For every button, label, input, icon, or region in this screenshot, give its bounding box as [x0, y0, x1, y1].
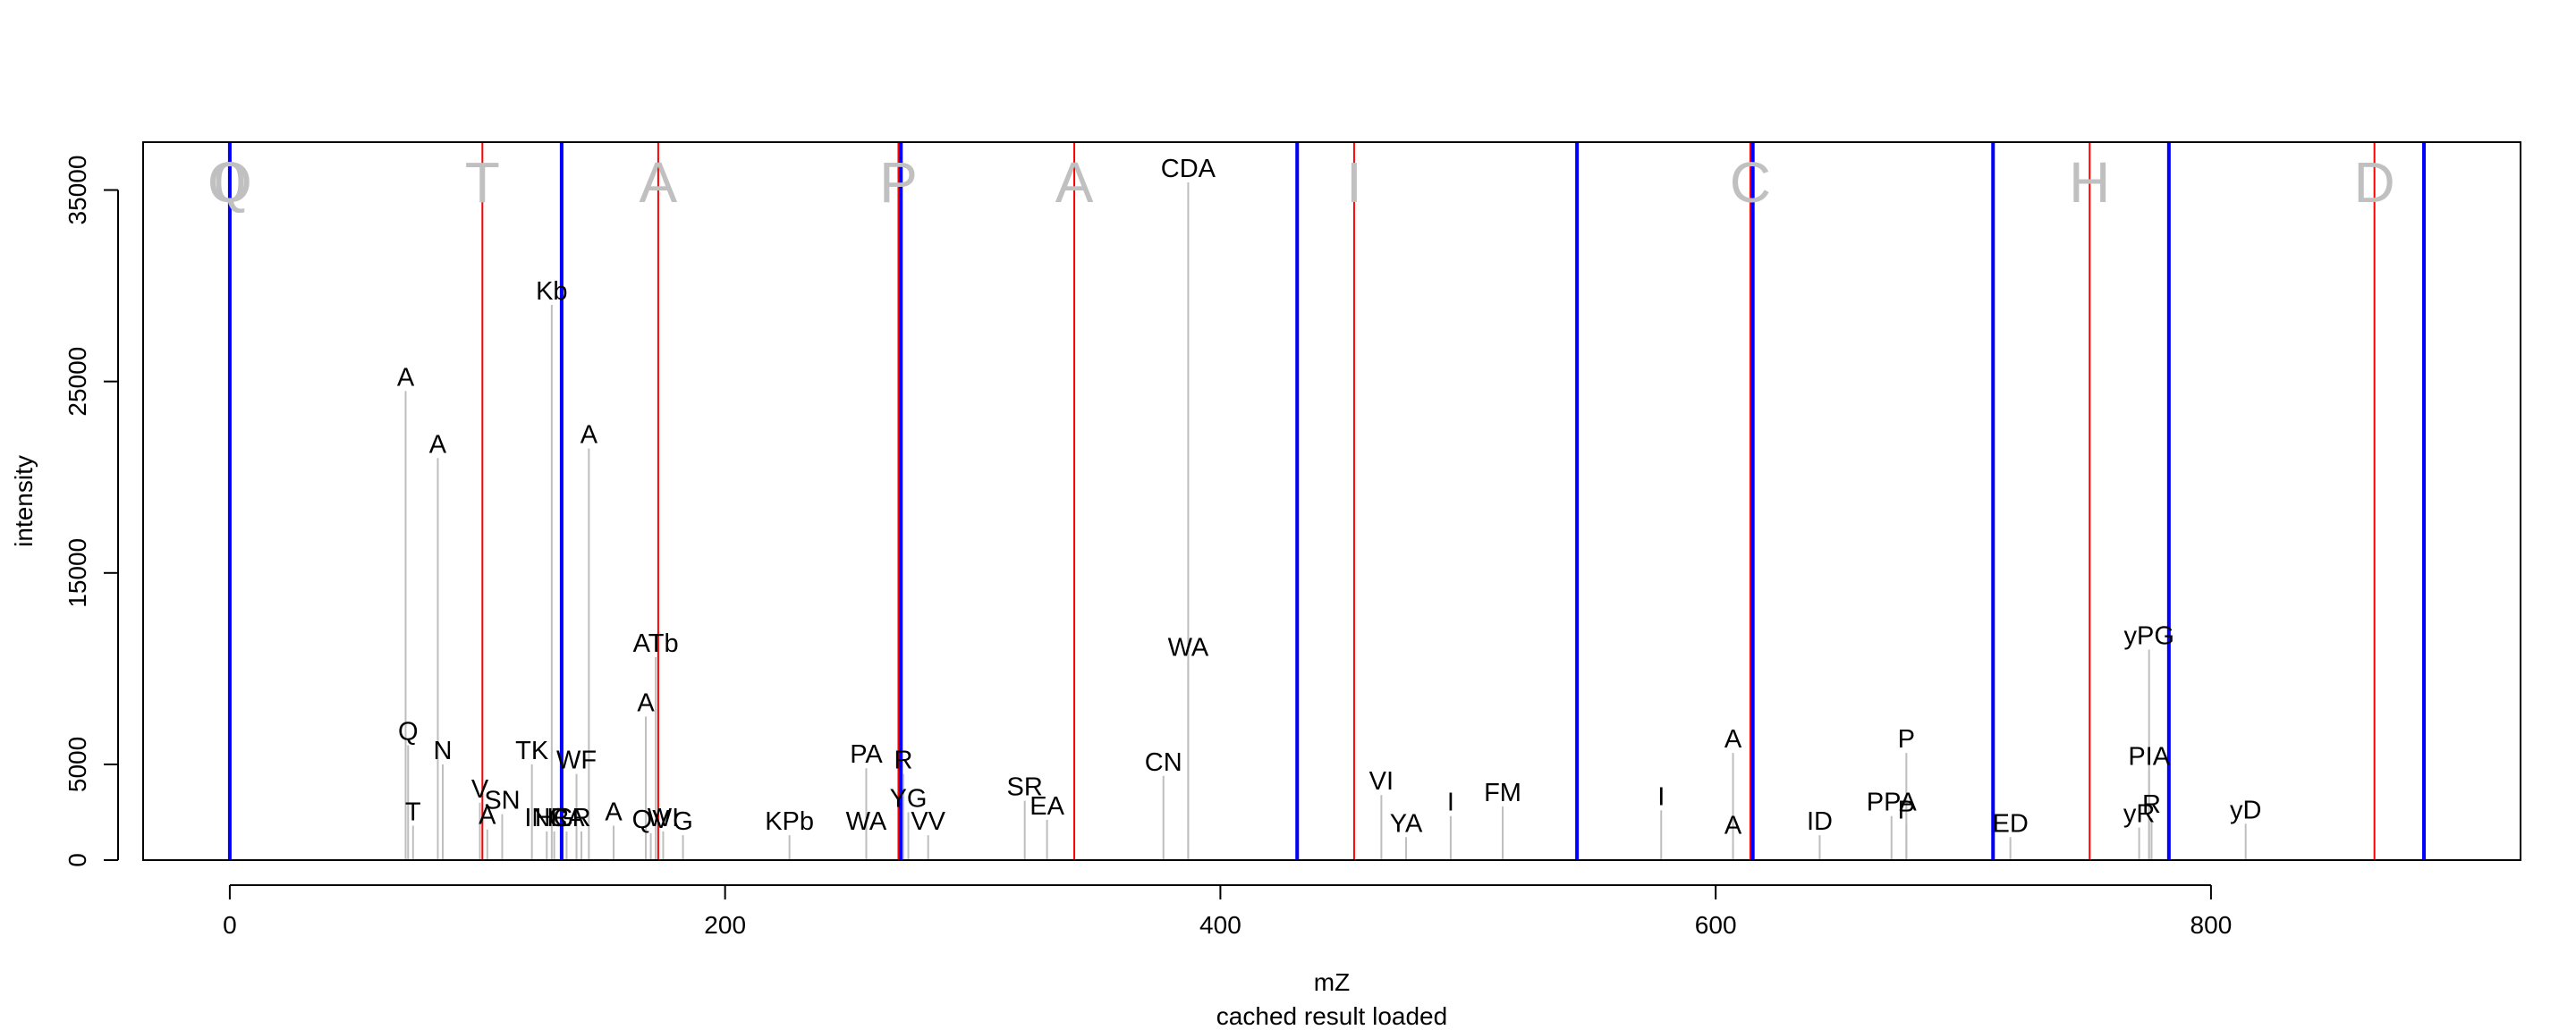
peak-label: N [434, 737, 453, 765]
chart-subtitle: cached result loaded [1216, 1002, 1447, 1030]
y-tick-label: 25000 [64, 347, 91, 417]
peak-label: INR [524, 804, 569, 832]
x-tick-label: 800 [2190, 911, 2233, 939]
peak-label: WA [846, 807, 887, 836]
peak-label: yPG [2123, 621, 2174, 650]
peak-label: HG [535, 804, 574, 832]
peak-label: A [479, 802, 496, 831]
peak-label: FM [1484, 779, 1521, 807]
sequence-letter: A [1055, 150, 1094, 215]
peak-label: CDA [1161, 155, 1216, 183]
peak-label: A [397, 363, 415, 392]
peak-label: V [471, 775, 489, 804]
sequence-letter: I [1346, 150, 1362, 215]
peak-label: YA [1390, 809, 1423, 838]
peak-label: Q [398, 718, 419, 747]
sequence-letter: P [879, 150, 918, 215]
peak-label: A [637, 688, 655, 717]
peak-label: A [1724, 811, 1742, 840]
peak-label: G [673, 807, 693, 836]
peak-label: ED [1992, 809, 2028, 838]
peak-label: PPA [1867, 789, 1918, 817]
peak-label: A [1724, 725, 1742, 754]
peak-label: QV [632, 806, 671, 834]
x-tick-label: 600 [1695, 911, 1737, 939]
peak-label: EA [1030, 792, 1064, 821]
peak-label: ATb [633, 629, 679, 658]
peak-label: yD [2230, 796, 2261, 824]
peak-label: PIA [2128, 742, 2170, 771]
sequence-letter: H [2069, 150, 2110, 215]
peak-label: R [572, 804, 591, 832]
peak-label: WI [648, 804, 679, 832]
x-tick-label: 400 [1199, 911, 1241, 939]
sequence-letter: Q [208, 150, 252, 215]
peak-label: PA [850, 740, 883, 769]
peak-label: YG [890, 784, 928, 813]
peak-label: A [429, 430, 447, 459]
sequence-letter: A [640, 150, 678, 215]
peak-label: ID [1807, 807, 1833, 836]
x-axis-label: mZ [1314, 968, 1350, 996]
y-tick-label: 0 [64, 853, 91, 867]
peak-label: Kb [536, 277, 567, 306]
x-axis: 0 200 400 600 800 [223, 884, 2233, 939]
peak-label: WA [1168, 633, 1209, 662]
sequence-letter: C [1730, 150, 1771, 215]
sequence-letter: T [465, 150, 500, 215]
peak-label: P [1898, 725, 1915, 754]
peak-label: VV [911, 807, 945, 836]
peak-label: SN [484, 787, 520, 815]
sequence-letter: 0 [214, 150, 246, 215]
peak-label: SR [1007, 773, 1043, 802]
peak-label: CN [1145, 748, 1182, 777]
peak-label: yR [2123, 800, 2155, 829]
peak-label: CA [548, 804, 585, 832]
peak-label: R [2142, 790, 2161, 819]
y-axis: 0 5000 15000 25000 35000 [64, 156, 119, 867]
peak-label: KPb [765, 807, 814, 836]
peak-label: I [1447, 789, 1454, 817]
y-axis-label: intensity [10, 455, 38, 547]
peak-label: VI [1369, 767, 1394, 796]
sequence-letter: D [2354, 150, 2395, 215]
peak-label: A [580, 421, 598, 450]
sequence-letters-layer: Q0 T A P A I C H D [208, 150, 2395, 215]
y-tick-label: 15000 [64, 538, 91, 608]
peak-label: TK [515, 737, 549, 765]
peak-label: WF [556, 747, 597, 775]
peak-label: A [605, 798, 623, 826]
peak-label: R [894, 747, 913, 775]
x-tick-label: 200 [704, 911, 746, 939]
plot-frame [142, 141, 2521, 861]
peaks-layer [404, 182, 2247, 860]
peak-label: T [405, 798, 421, 826]
annotation-lines-layer [227, 142, 2427, 860]
x-tick-label: 0 [223, 911, 237, 939]
y-tick-label: 35000 [64, 156, 91, 225]
peak-label: P [1898, 796, 1915, 824]
y-tick-label: 5000 [64, 737, 91, 792]
peak-label: I [1657, 782, 1665, 811]
